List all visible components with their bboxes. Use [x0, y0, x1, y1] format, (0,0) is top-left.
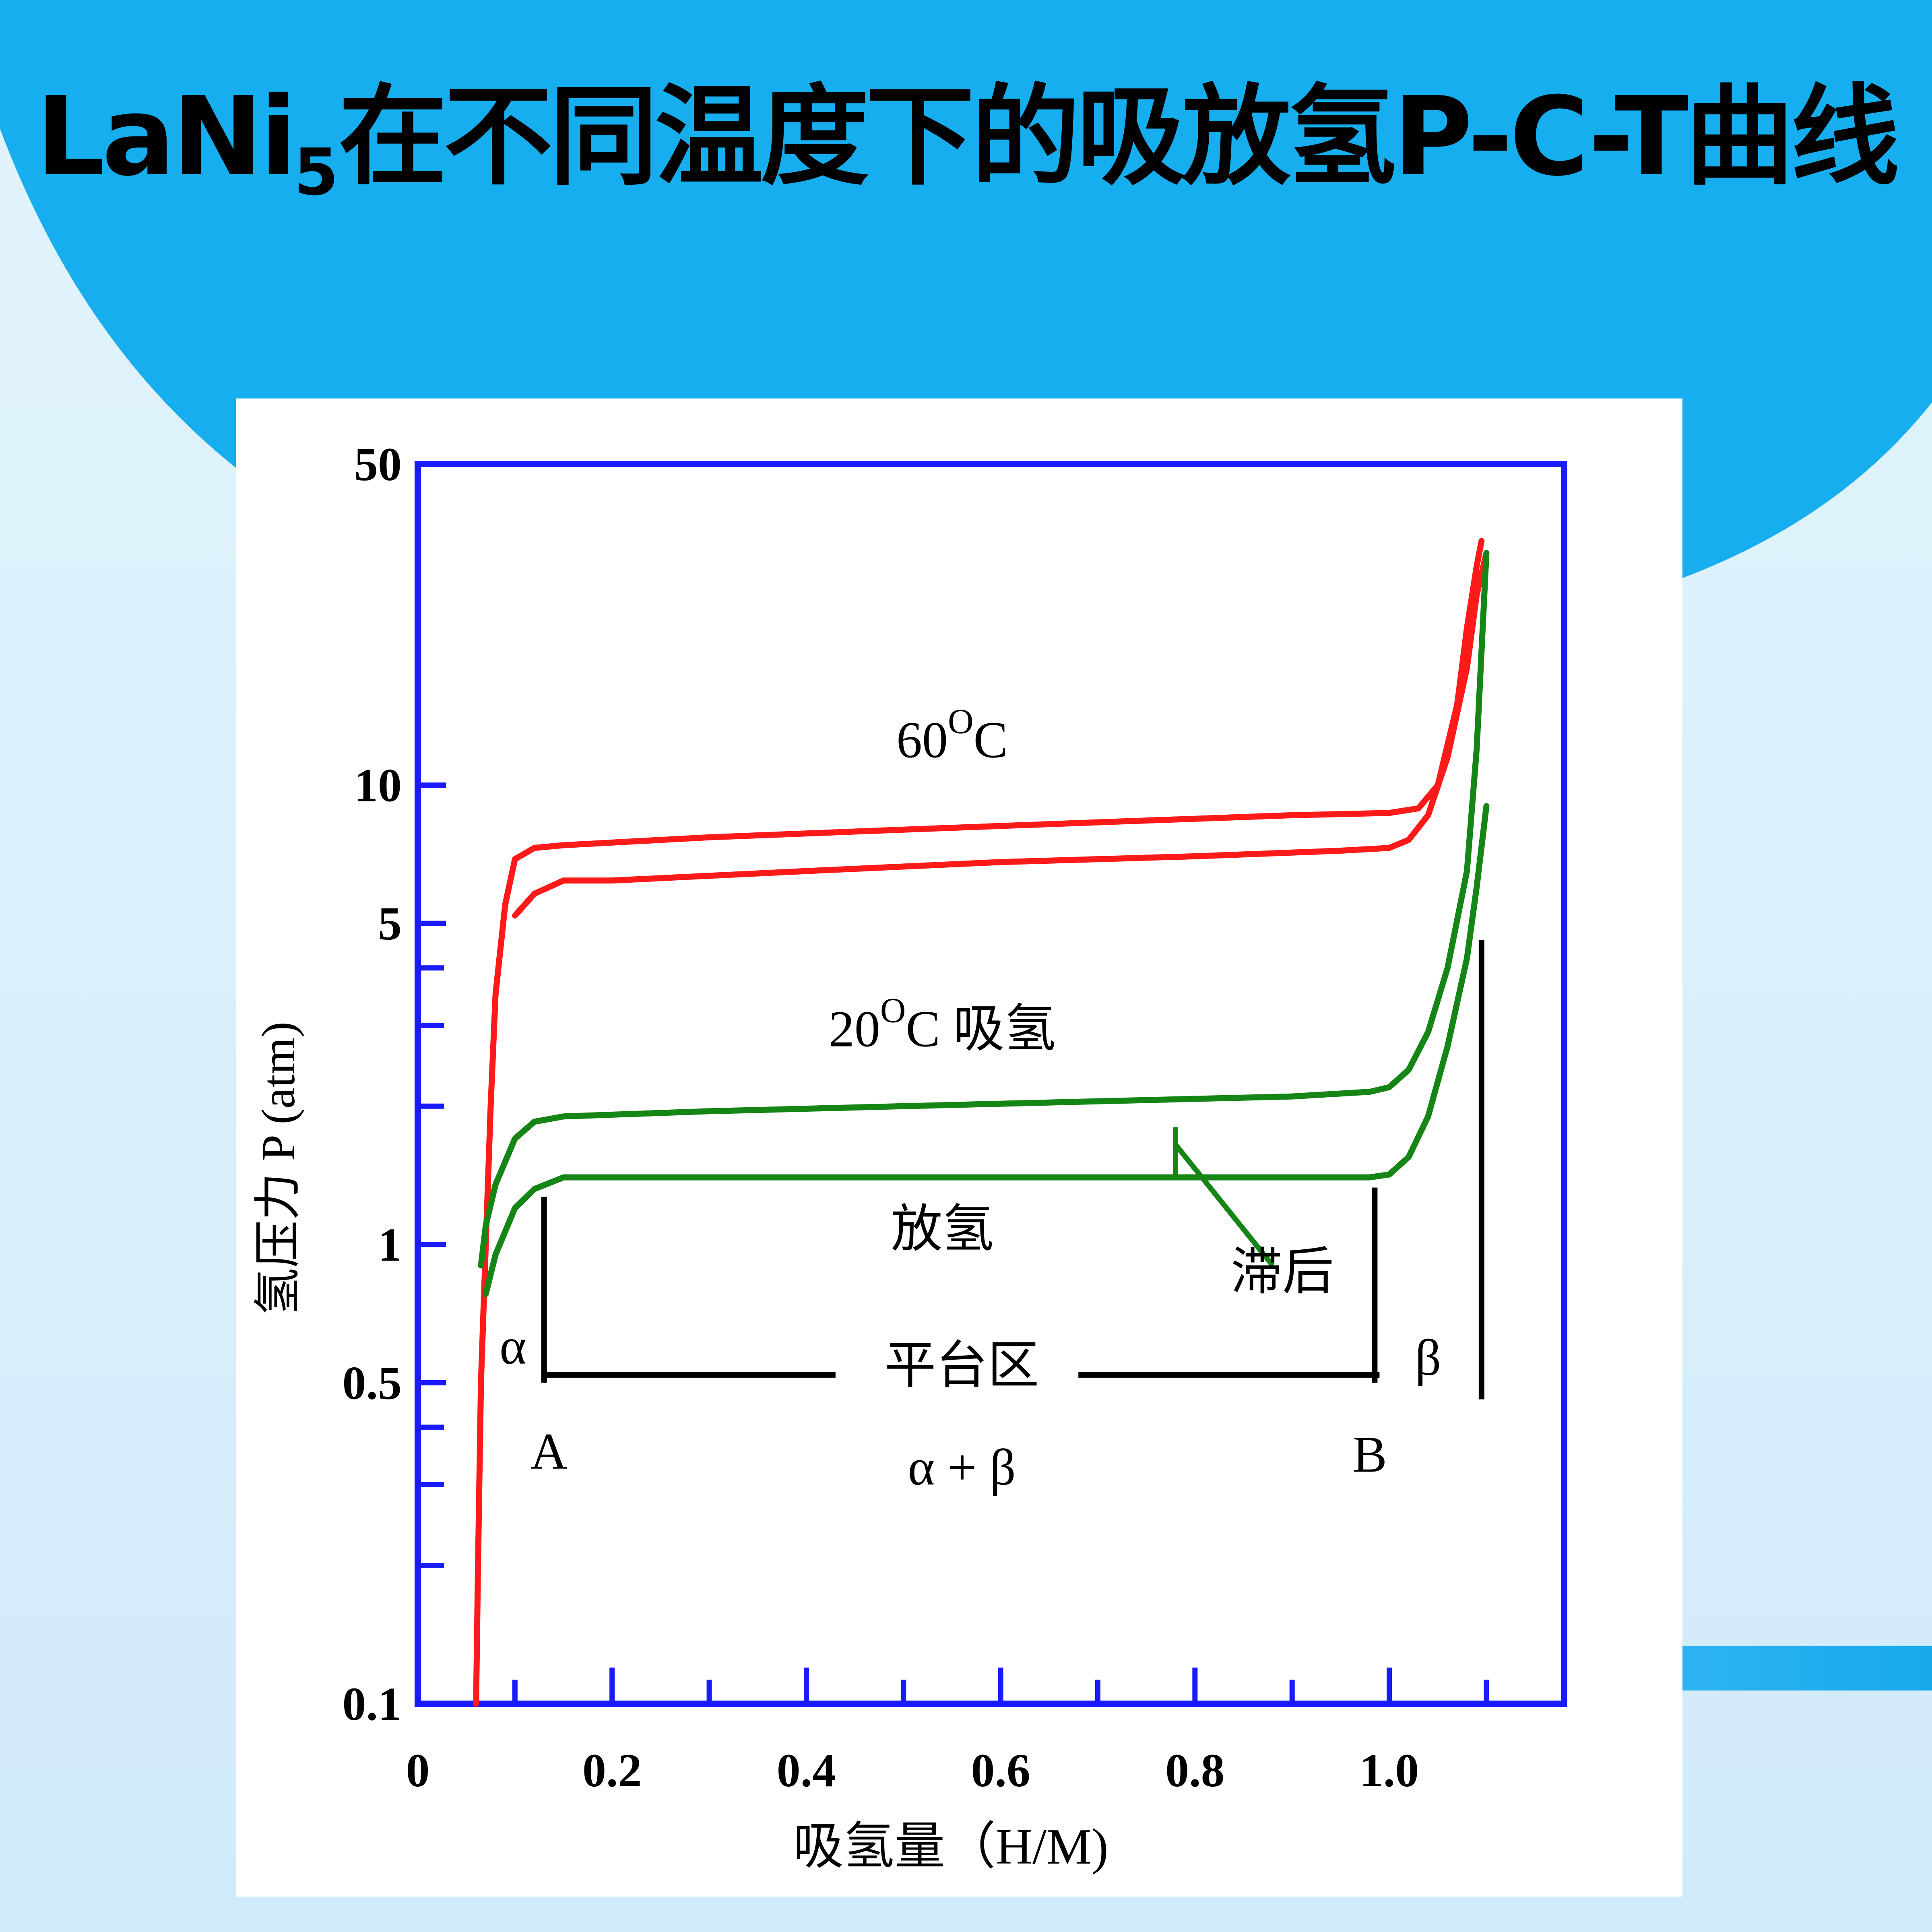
title-bar: LaNi5在不同温度下的吸放氢P-C-T曲线: [0, 0, 1932, 258]
y-tick-label: 10: [354, 759, 402, 812]
annotation-label: 平台区: [885, 1337, 1039, 1394]
annotation-label: 放氢: [891, 1201, 994, 1258]
y-axis-label: 氢压力 P (atm): [252, 1022, 305, 1315]
annotation-label: B: [1353, 1426, 1387, 1483]
annotation-label: 20OC 吸氢: [829, 991, 1056, 1058]
title-subscript: 5: [293, 134, 339, 210]
plot-frame: [415, 461, 1567, 1707]
x-tick-label: 0.4: [777, 1744, 836, 1797]
y-tick-label: 1: [378, 1218, 402, 1271]
pct-curve-3: [478, 550, 1490, 1269]
y-tick-label: 0.5: [343, 1356, 402, 1409]
x-tick-label: 0.6: [971, 1744, 1030, 1797]
annotation-label: β: [1415, 1329, 1441, 1386]
pct-chart: 0 0.2 0.4 0.6 0.8 1.0 0.1 0.5 1 5 10 50 60OC 20OC 吸氢…: [252, 438, 1567, 1875]
x-tick-label: 0.8: [1165, 1744, 1225, 1797]
chart-card: 0 0.2 0.4 0.6 0.8 1.0 0.1 0.5 1 5 10 50 60OC 20OC 吸氢…: [236, 398, 1682, 1897]
x-axis-label: 吸氢量（H/M): [793, 1819, 1108, 1875]
annotation-label: A: [530, 1423, 568, 1480]
annotation-label: 滞后: [1231, 1243, 1334, 1300]
annotation-label: α: [500, 1318, 526, 1375]
y-tick-label: 50: [354, 438, 402, 491]
x-tick-label: 0.2: [582, 1744, 642, 1797]
title-rest: 在不同温度下的吸放氢P-C-T曲线: [339, 73, 1899, 200]
slide-title: LaNi5在不同温度下的吸放氢P-C-T曲线: [35, 48, 1899, 210]
pct-curve-4: [483, 803, 1490, 1297]
hysteresis-pointer-2: [1173, 1143, 1275, 1267]
x-tick-label: 0: [406, 1744, 430, 1797]
pct-curve-2: [512, 550, 1490, 919]
annotation-label: α + β: [908, 1439, 1016, 1496]
y-tick-label: 5: [378, 897, 402, 950]
annotation-label: 60OC: [896, 702, 1008, 768]
y-tick-label: 0.1: [343, 1678, 402, 1730]
x-tick-label: 1.0: [1360, 1744, 1419, 1797]
title-main: LaNi: [35, 73, 297, 200]
